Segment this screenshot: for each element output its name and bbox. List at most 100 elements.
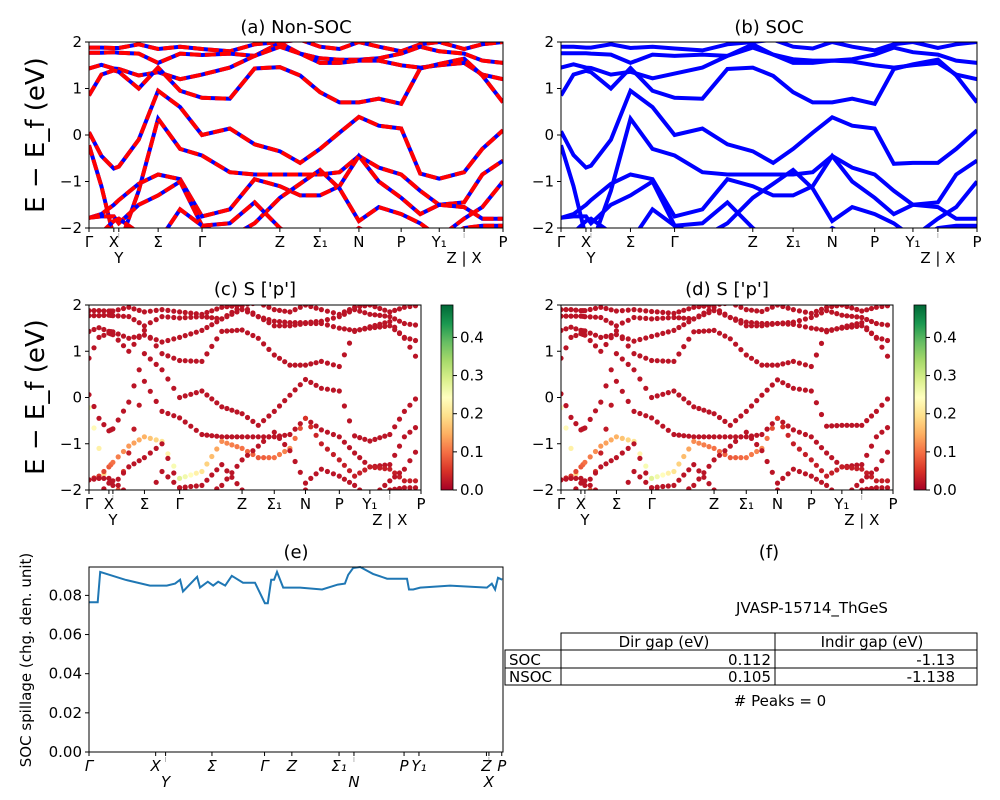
scatter-point (89, 355, 92, 361)
scatter-point (147, 356, 153, 362)
scatter-point (362, 310, 368, 316)
scatter-point (407, 429, 413, 435)
scatter-point (637, 307, 643, 313)
scatter-point (834, 423, 840, 429)
scatter-point (401, 485, 407, 490)
scatter-point (341, 476, 347, 482)
scatter-point (818, 411, 825, 418)
y-tick-label: 2 (544, 33, 554, 51)
scatter-point (844, 305, 850, 310)
scatter-point (808, 310, 814, 316)
scatter-point (153, 445, 159, 451)
scatter-point (733, 317, 739, 323)
scatter-point (592, 332, 599, 338)
scatter-point (171, 336, 177, 342)
scatter-point (346, 309, 353, 315)
scatter-point (844, 464, 850, 471)
scatter-point (592, 343, 599, 349)
scatter-point (598, 305, 604, 310)
scatter-point (229, 442, 235, 448)
scatter-point (271, 307, 277, 313)
scatter-point (676, 351, 682, 357)
scatter-point (813, 326, 820, 332)
scatter-point (199, 327, 205, 333)
scatter-point (834, 467, 840, 473)
scatter-point (396, 306, 403, 312)
scatter-point (302, 376, 309, 383)
scatter-point (563, 425, 569, 431)
scatter-point (396, 416, 403, 422)
scatter-point (219, 305, 225, 310)
scatter-point (136, 367, 142, 373)
scatter-point (372, 436, 378, 442)
x-tick-label: Z (480, 757, 492, 775)
scatter-point (649, 475, 655, 481)
scatter-point (101, 308, 107, 314)
scatter-point (864, 452, 870, 458)
scatter-point (96, 325, 102, 331)
scatter-point (401, 305, 407, 310)
scatter-point (165, 353, 171, 359)
scatter-point (292, 322, 298, 328)
scatter-point (352, 328, 358, 334)
scatter-point (802, 471, 809, 477)
scatter-point (681, 453, 687, 460)
scatter-point (141, 351, 147, 357)
scatter-point (829, 327, 835, 333)
colorbar-tick-label: 0.1 (460, 443, 484, 461)
scatter-point (362, 325, 368, 331)
scatter-point (681, 472, 687, 478)
scatter-point (671, 358, 677, 364)
scatter-point (844, 422, 850, 428)
y-tick-label: −2 (532, 219, 554, 237)
scatter-point (879, 485, 885, 490)
scatter-point (563, 403, 569, 409)
scatter-point (808, 363, 814, 370)
scatter-point (884, 305, 891, 309)
scatter-point (706, 434, 712, 440)
scatter-point (654, 393, 660, 399)
scatter-point (330, 310, 336, 316)
scatter-point (813, 439, 820, 445)
scatter-point (774, 305, 781, 308)
scatter-point (884, 425, 891, 431)
scatter-point (797, 498, 802, 503)
scatter-point (603, 333, 609, 339)
scatter-point (159, 339, 165, 345)
scatter-point (603, 440, 609, 446)
scatter-point (387, 487, 393, 490)
scatter-point (308, 475, 314, 481)
scatter-point (165, 314, 171, 320)
scatter-point (733, 501, 738, 506)
scatter-point (313, 471, 319, 477)
scatter-point (115, 482, 121, 488)
scatter-point (318, 358, 324, 364)
scatter-point (131, 317, 137, 323)
scatter-point (780, 361, 786, 367)
scatter-point (302, 487, 309, 490)
scatter-point (649, 485, 655, 490)
scatter-point (136, 437, 142, 443)
scatter-point (171, 385, 177, 391)
scatter-point (561, 477, 564, 483)
band-line (561, 57, 977, 107)
scatter-point (199, 468, 205, 475)
scatter-point (796, 360, 803, 366)
scatter-point (764, 306, 770, 312)
scatter-point (839, 324, 845, 330)
scatter-point (153, 337, 159, 343)
scatter-point (873, 485, 879, 490)
scatter-point (362, 305, 368, 309)
scatter-point (346, 468, 353, 474)
scatter-point (89, 477, 92, 483)
scatter-point (696, 476, 702, 482)
panel-c-colorbar (440, 304, 454, 491)
scatter-point (266, 305, 272, 310)
scatter-point (141, 434, 147, 440)
scatter-point (234, 434, 240, 440)
x-tick-label: Γ (198, 233, 207, 251)
scatter-point (101, 326, 107, 333)
scatter-point (802, 362, 809, 368)
scatter-point (802, 309, 809, 315)
scatter-point (91, 345, 97, 351)
